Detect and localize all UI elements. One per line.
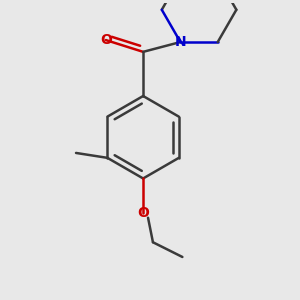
Text: N: N <box>175 35 186 49</box>
Text: O: O <box>137 206 149 220</box>
Text: O: O <box>100 33 112 47</box>
